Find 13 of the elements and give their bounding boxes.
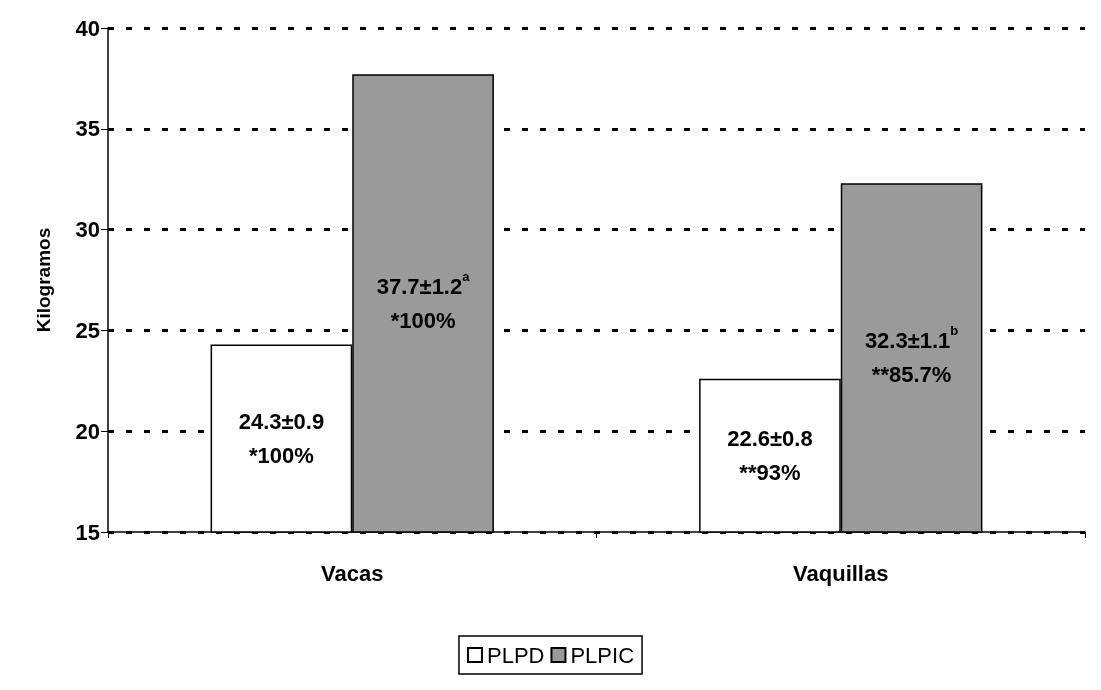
x-tick-label: Vacas [321,560,384,586]
legend-label: PLPIC [570,642,635,668]
y-tick-label: 25 [75,317,100,343]
y-tick-label: 30 [75,217,100,243]
y-axis-title: Kilogramos [33,227,54,333]
y-tick-label: 40 [75,15,100,41]
y-tick-label: 35 [75,116,100,142]
y-tick-label: 20 [75,418,100,444]
data-label: 24.3±0.9 *100% [238,409,325,469]
x-tick-label: Vaquillas [793,560,889,586]
y-tick-label: 15 [75,519,100,545]
legend-label: PLPD [486,642,545,668]
data-label: 22.6±0.8 **93% [727,426,813,486]
